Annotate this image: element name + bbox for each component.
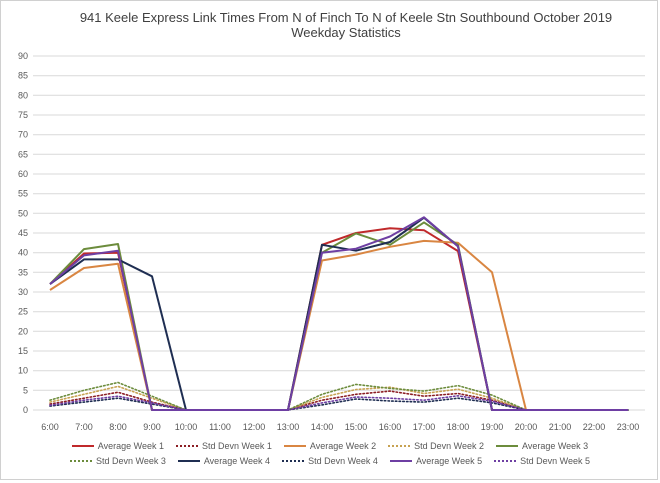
- svg-text:85: 85: [18, 71, 28, 81]
- svg-text:20: 20: [18, 326, 28, 336]
- svg-text:18:00: 18:00: [447, 422, 470, 432]
- svg-text:90: 90: [18, 51, 28, 61]
- svg-text:14:00: 14:00: [311, 422, 334, 432]
- svg-text:40: 40: [18, 248, 28, 258]
- svg-text:19:00: 19:00: [481, 422, 504, 432]
- svg-text:75: 75: [18, 110, 28, 120]
- svg-text:25: 25: [18, 307, 28, 317]
- svg-text:60: 60: [18, 169, 28, 179]
- svg-text:13:00: 13:00: [277, 422, 300, 432]
- svg-text:21:00: 21:00: [549, 422, 572, 432]
- svg-text:15:00: 15:00: [345, 422, 368, 432]
- svg-text:55: 55: [18, 189, 28, 199]
- svg-text:50: 50: [18, 208, 28, 218]
- svg-text:10: 10: [18, 366, 28, 376]
- svg-text:12:00: 12:00: [243, 422, 266, 432]
- svg-text:23:00: 23:00: [617, 422, 640, 432]
- svg-text:7:00: 7:00: [75, 422, 93, 432]
- svg-text:11:00: 11:00: [209, 422, 231, 432]
- svg-text:70: 70: [18, 130, 28, 140]
- svg-text:9:00: 9:00: [143, 422, 161, 432]
- svg-text:0: 0: [23, 405, 28, 415]
- svg-text:6:00: 6:00: [41, 422, 59, 432]
- svg-text:16:00: 16:00: [379, 422, 402, 432]
- svg-text:80: 80: [18, 90, 28, 100]
- svg-text:30: 30: [18, 287, 28, 297]
- svg-text:15: 15: [18, 346, 28, 356]
- svg-text:10:00: 10:00: [175, 422, 198, 432]
- svg-text:45: 45: [18, 228, 28, 238]
- svg-text:35: 35: [18, 267, 28, 277]
- svg-text:20:00: 20:00: [515, 422, 538, 432]
- svg-text:22:00: 22:00: [583, 422, 606, 432]
- svg-text:5: 5: [23, 385, 28, 395]
- svg-text:8:00: 8:00: [109, 422, 127, 432]
- svg-text:17:00: 17:00: [413, 422, 436, 432]
- svg-text:65: 65: [18, 149, 28, 159]
